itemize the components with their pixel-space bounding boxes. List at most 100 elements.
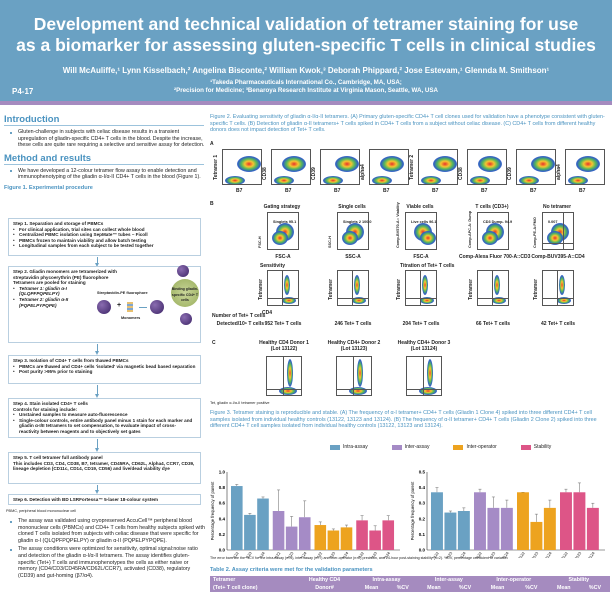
axis-label: CD38 [458, 167, 464, 180]
axis-label: B7 [432, 188, 439, 194]
step-title: Step 1. Separation and storage of PBMCs [13, 221, 104, 226]
plot-title: Single cells [338, 204, 366, 210]
x-tick-label: 13122 [473, 551, 482, 558]
y-axis-label: Percentage frequency of parent [410, 481, 415, 541]
x-tick-label: 13122 [230, 551, 239, 558]
density-blob [420, 297, 434, 304]
flow-plot [267, 270, 299, 306]
axis-label: alpha4 [556, 164, 562, 180]
axis-label: Tetramer [468, 278, 474, 300]
axis-label: FSC-H [258, 236, 262, 248]
axis-label: alpha4 [360, 164, 366, 180]
step-subtitle: Controls for staining include: [13, 406, 78, 412]
flow-plot [405, 212, 437, 250]
gate-label: CD3 Dump- 94.9 [483, 220, 513, 224]
axis-label: B7 [236, 188, 243, 194]
flow-plot [271, 149, 311, 185]
step-1: Step 1. Separation and storage of PBMCs … [8, 218, 201, 256]
axis-label: Comp-BV570-A:: Viability [396, 202, 400, 248]
bar [530, 521, 543, 550]
x-tick-label: 13123 [530, 551, 539, 558]
density-blob [352, 297, 366, 304]
affiliation-1: ¹Takeda Pharmaceuticals International Co… [210, 79, 402, 86]
step-title: Step 3. Isolation of CD4+ T cells from t… [13, 358, 129, 363]
bar [487, 507, 500, 550]
legend-swatch [391, 444, 402, 450]
legend-label: Stability [533, 444, 552, 450]
flow-plot [405, 270, 437, 306]
density-blob [421, 176, 441, 184]
x-tick-label: 13122 [272, 551, 281, 558]
density-blob [372, 176, 392, 184]
step-item: Centralized PBMC isolation using SepMate… [13, 232, 196, 238]
axis-label: Comp-APC-A: Dump [468, 210, 472, 248]
title-line-2: as a biomarker for assessing gluten-spec… [16, 35, 596, 55]
plot-title: Titration of Tet+ T cells [400, 263, 455, 269]
bar [298, 517, 311, 550]
density-blob [354, 275, 360, 295]
bar [356, 520, 368, 550]
step-title: Step 2. Gliadin monomers are tetramerize… [13, 269, 117, 280]
arrow-icon [95, 485, 99, 494]
titration-count: 246 Tet+ T cells [334, 321, 372, 327]
density-blob [494, 275, 500, 295]
gate-line [423, 357, 424, 395]
x-tick-label: 13124 [256, 551, 265, 558]
affiliations: ¹Takeda Pharmaceuticals International Co… [0, 79, 612, 95]
density-blob [420, 231, 436, 245]
bar [285, 526, 298, 550]
flow-plot [477, 212, 509, 250]
density-blob [287, 359, 293, 387]
diagram-label: Binding gliadin-specific CD4+ T cells [171, 287, 199, 303]
axis-label: B7 [530, 188, 537, 194]
chart-legend: Intra-assay Inter-assay Inter-operator Stab… [330, 444, 610, 450]
x-tick-label: 13124 [543, 551, 552, 558]
axis-label: FSC-A [275, 254, 291, 260]
donor-title: Healthy CD4+ Donor 2 [327, 340, 381, 346]
step-title: Step 4. Stain isolated CD4+ T cells [13, 401, 88, 406]
bar [517, 492, 529, 550]
table2: Tetramer Healthy CD4 Intra-assay Inter-assa… [210, 576, 610, 592]
results-bullet: The assay was validated using cryopreser… [4, 518, 206, 544]
density-blob [482, 231, 498, 245]
gate-line [478, 298, 508, 299]
density-blob [478, 156, 502, 172]
y-tick-label: 0.0 [219, 548, 226, 553]
table-header-cell: Intra-assay [372, 577, 401, 583]
x-tick-label: 13123 [243, 551, 252, 558]
axis-label: FSC-A [413, 254, 429, 260]
y-tick-label: 0.2 [219, 532, 226, 537]
density-blob [380, 156, 404, 172]
axis-label: CD38 [262, 167, 268, 180]
panel-label: A [210, 141, 214, 147]
flow-plot [222, 149, 262, 185]
density-blob [279, 387, 297, 395]
y-tick-label: 0.3 [419, 501, 426, 506]
t-cell-icon: Binding gliadin-specific CD4+ T cells [171, 279, 199, 307]
axis-label: SSC-H [328, 236, 332, 248]
x-tick-label: 13124 [340, 551, 349, 558]
density-blob [427, 359, 433, 387]
titration-count: 42 Tet+ T cells [541, 321, 575, 327]
flow-plot [337, 270, 369, 306]
x-tick-label: 13123 [369, 551, 378, 558]
axis-label: Tetramer [258, 278, 264, 300]
density-blob [323, 176, 343, 184]
gate-label: Singlets 2 100.0 [343, 220, 372, 224]
axis-label: CD4 [262, 310, 273, 316]
poster-header: Development and technical validation of … [0, 0, 612, 101]
density-blob [272, 231, 288, 245]
x-tick-label: 13123 [444, 551, 453, 558]
x-tick-label: 13122 [559, 551, 568, 558]
titration-count: 952 Tet+ T cells [264, 321, 302, 327]
density-blob [433, 156, 457, 172]
gate-label: 0.007 [548, 220, 558, 224]
tetramer-icon [150, 300, 164, 314]
gate-line [407, 389, 441, 390]
bar [474, 492, 486, 550]
donor-lot: (Lot 13123) [340, 346, 368, 352]
tetramer-icon [180, 313, 192, 325]
bar [543, 507, 556, 550]
axis-label: SSC-A [345, 254, 361, 260]
table-header-cell: Mean [490, 585, 505, 591]
